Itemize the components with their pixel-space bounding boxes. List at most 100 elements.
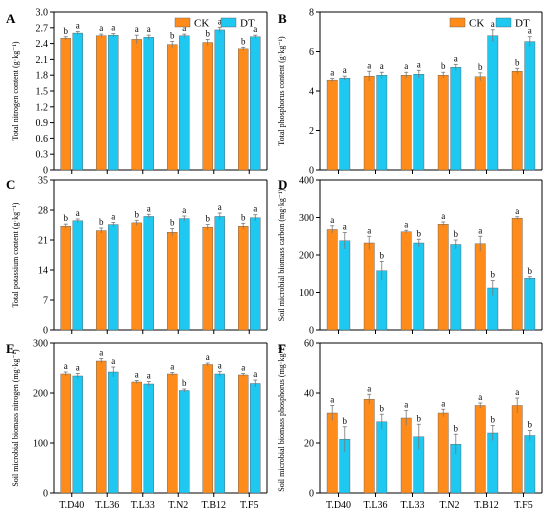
bar-dt	[108, 224, 119, 331]
bar-ck	[474, 243, 486, 331]
x-tick-label: T.L33	[401, 500, 425, 511]
bar-dt	[108, 371, 119, 494]
bar-dt	[214, 373, 225, 494]
bar-ck	[238, 374, 249, 494]
significance-letter: a	[170, 362, 174, 372]
significance-letter: a	[147, 371, 151, 381]
significance-letter: a	[404, 61, 408, 71]
y-tick-label: 0	[309, 166, 314, 177]
significance-letter: a	[380, 61, 384, 71]
significance-letter: a	[218, 202, 222, 212]
y-tick-label: 200	[299, 251, 314, 262]
significance-letter: a	[417, 59, 421, 69]
y-tick-label: 7	[43, 296, 48, 307]
y-tick-label: 0	[309, 326, 314, 337]
bar-dt	[413, 242, 425, 331]
bar-dt	[143, 216, 154, 331]
significance-letter: a	[241, 363, 245, 373]
bar-ck	[167, 232, 178, 331]
panel-a: A Total nitrogen content (g·kg⁻¹) 0 0.3 0.6 0…	[6, 8, 268, 177]
significance-letter: a	[182, 205, 186, 215]
x-tick-label: T.N2	[168, 500, 188, 511]
significance-letter: b	[205, 214, 210, 224]
bar-ck	[400, 74, 412, 171]
significance-letter: b	[241, 212, 246, 222]
y-tick-label: 100	[33, 439, 48, 450]
bar-dt	[450, 67, 462, 171]
bar-ck	[202, 226, 213, 331]
y-tick-label: 400	[299, 176, 314, 187]
significance-letter: a	[441, 398, 445, 408]
x-tick-label: T.B12	[474, 500, 499, 511]
significance-letter: a	[367, 225, 371, 235]
y-tick-label: 0	[43, 489, 48, 500]
bar-ck	[96, 35, 107, 171]
y-tick-label: 3.0	[36, 8, 49, 19]
x-tick-label: T.F5	[240, 500, 258, 511]
panel-letter: E	[6, 341, 15, 356]
legend: CK DT	[174, 17, 255, 30]
bar-dt	[214, 29, 225, 171]
panel-letter: C	[6, 177, 15, 192]
bar-ck	[363, 75, 375, 171]
bar-dt	[450, 244, 462, 331]
bar-ck	[96, 360, 107, 494]
significance-letter: a	[404, 219, 408, 229]
significance-letter: a	[111, 211, 115, 221]
significance-letter: a	[147, 24, 151, 34]
y-tick-label: 0.9	[36, 118, 49, 129]
significance-letter: b	[134, 209, 139, 219]
y-axis-label: Total nitrogen content (g·kg⁻¹)	[11, 41, 20, 140]
significance-letter: a	[478, 392, 482, 402]
bar-ck	[131, 222, 142, 331]
panel-letter: F	[278, 341, 286, 356]
bar-ck	[326, 412, 338, 494]
significance-letter: a	[253, 24, 257, 34]
significance-letter: a	[441, 211, 445, 221]
y-tick-label: 35	[38, 176, 48, 187]
bar-dt	[524, 41, 536, 171]
bar-ck	[131, 381, 142, 494]
significance-letter: a	[111, 356, 115, 366]
bar-ck	[511, 71, 523, 171]
y-tick-label: 300	[299, 213, 314, 224]
bar-dt	[179, 35, 190, 171]
x-tick-label: T.L36	[95, 500, 119, 511]
bar-dt	[339, 240, 351, 331]
bar-dt	[179, 218, 190, 331]
x-tick-label: T.B12	[201, 500, 226, 511]
y-tick-label: 200	[33, 389, 48, 400]
significance-letter: a	[64, 361, 68, 371]
significance-letter: b	[528, 266, 533, 276]
significance-letter: b	[528, 420, 533, 430]
bar-dt	[179, 390, 190, 494]
y-tick-label: 1.2	[36, 102, 49, 113]
legend-label-dt: DT	[515, 18, 530, 30]
y-tick-label: 0.6	[36, 134, 49, 145]
significance-letter: b	[205, 28, 210, 38]
y-tick-label: 2.4	[36, 39, 49, 50]
significance-letter: a	[218, 361, 222, 371]
y-tick-label: 4	[309, 87, 314, 98]
significance-letter: a	[182, 23, 186, 33]
bar-dt	[250, 383, 261, 494]
significance-letter: a	[515, 206, 519, 216]
significance-letter: a	[343, 65, 347, 75]
bar-ck	[474, 405, 486, 494]
significance-letter: a	[111, 23, 115, 33]
significance-letter: a	[206, 352, 210, 362]
y-tick-label: 8	[309, 8, 314, 19]
y-tick-label: 28	[38, 206, 48, 217]
y-axis-label: Soil microbial biomass carbon (mg·kg⁻¹)	[277, 188, 286, 321]
legend-swatch-ck	[174, 17, 191, 28]
significance-letter: b	[182, 378, 187, 388]
significance-letter: a	[135, 370, 139, 380]
significance-letter: b	[417, 228, 422, 238]
bar-ck	[363, 242, 375, 331]
significance-letter: b	[99, 217, 104, 227]
y-tick-label: 0	[43, 166, 48, 177]
